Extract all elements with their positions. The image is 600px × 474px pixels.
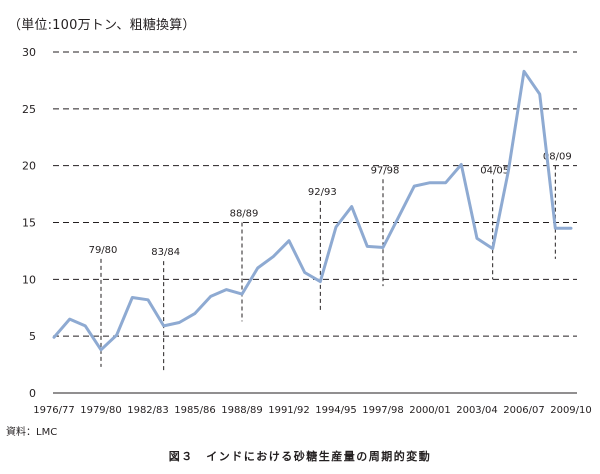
y-tick-label-20: 20: [22, 160, 36, 173]
y-tick-label-25: 25: [22, 103, 36, 116]
x-tick-label: 1988/89: [221, 405, 263, 416]
x-tick-label: 1991/92: [268, 405, 310, 416]
x-tick-label: 1976/77: [33, 405, 75, 416]
x-tick-label: 1982/83: [127, 405, 169, 416]
cycle-marker-label: 97/98: [371, 165, 400, 176]
x-tick-label: 1985/86: [174, 405, 216, 416]
y-tick-label-15: 15: [22, 217, 36, 230]
production-series-line: [52, 69, 573, 352]
figure-caption: 図３ インドにおける砂糖生産量の周期的変動: [168, 450, 432, 463]
x-tick-label: 2009/10: [550, 405, 592, 416]
y-tick-label-10: 10: [22, 273, 36, 286]
x-tick-label: 1979/80: [80, 405, 122, 416]
y-tick-label-5: 5: [29, 330, 36, 343]
x-tick-label: 2000/01: [409, 405, 451, 416]
x-tick-label: 1997/98: [362, 405, 404, 416]
cycle-marker-label: 88/89: [230, 209, 259, 220]
y-tick-label-0: 0: [29, 387, 36, 400]
y-tick-label-30: 30: [22, 46, 36, 59]
cycle-marker-label: 04/05: [480, 165, 509, 176]
cycle-marker-label: 92/93: [308, 187, 337, 198]
cycle-marker-label: 08/09: [543, 152, 572, 163]
x-tick-label: 1994/95: [315, 405, 357, 416]
x-tick-label: 2006/07: [503, 405, 545, 416]
cycle-marker-label: 83/84: [151, 247, 180, 258]
unit-label: （単位:100万トン、粗糖換算）: [8, 18, 196, 33]
cycle-marker-label: 79/80: [89, 245, 118, 256]
source-note: 資料：LMC: [6, 427, 58, 438]
x-tick-label: 2003/04: [456, 405, 498, 416]
